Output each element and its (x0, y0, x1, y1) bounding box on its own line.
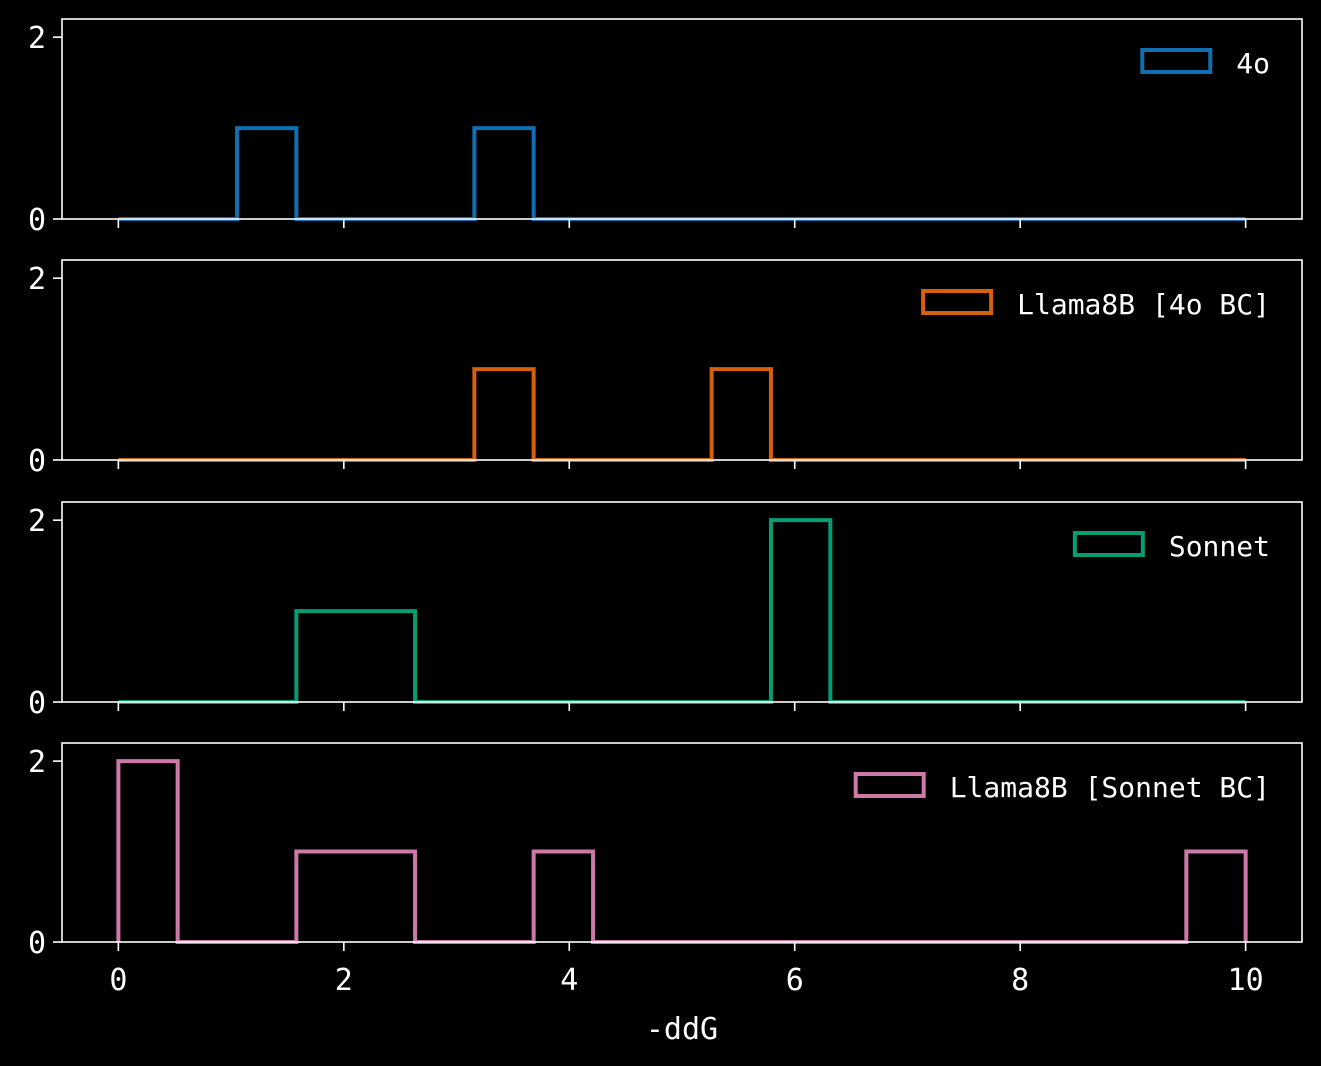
legend-swatch (853, 772, 926, 798)
x-tick-label: 8 (1011, 963, 1029, 998)
axes-frame (61, 742, 1303, 943)
x-tick-label: 2 (335, 963, 353, 998)
y-tick-label: 0 (28, 444, 46, 479)
legend-swatch (1140, 48, 1213, 74)
x-tick-label: 10 (1228, 963, 1264, 998)
histogram-step-series (118, 126, 1246, 221)
subplot-4: 0 2 0 2 4 6 8 10 Llama8B [Sonnet BC] (28, 742, 1303, 998)
histogram-step-series (118, 367, 1246, 462)
legend-swatch (921, 289, 994, 315)
legend-label: Llama8B [Sonnet BC] (950, 771, 1270, 804)
y-tick-label: 0 (28, 926, 46, 961)
x-tick-label: 6 (786, 963, 804, 998)
legend-label: Sonnet (1169, 530, 1270, 563)
y-tick-label: 2 (28, 262, 46, 297)
y-tick-label: 0 (28, 686, 46, 721)
y-tick-label: 2 (28, 504, 46, 539)
legend-label: 4o (1236, 47, 1270, 80)
subplot-3: 0 2 Sonnet (28, 501, 1303, 721)
subplot-2: 0 2 Llama8B [4o BC] (28, 259, 1303, 479)
y-tick-label: 2 (28, 21, 46, 56)
y-tick-label: 2 (28, 745, 46, 780)
y-tick-label: 0 (28, 203, 46, 238)
legend-swatch (1072, 531, 1145, 557)
axes-frame (61, 259, 1303, 461)
legend-label: Llama8B [4o BC] (1017, 288, 1270, 321)
subplot-1: 0 2 4o (28, 18, 1303, 238)
x-tick-label: 4 (560, 963, 578, 998)
axes-frame (61, 501, 1303, 703)
x-tick-label: 0 (109, 963, 127, 998)
axes-frame (61, 18, 1303, 220)
x-axis-title: -ddG (646, 1012, 718, 1047)
